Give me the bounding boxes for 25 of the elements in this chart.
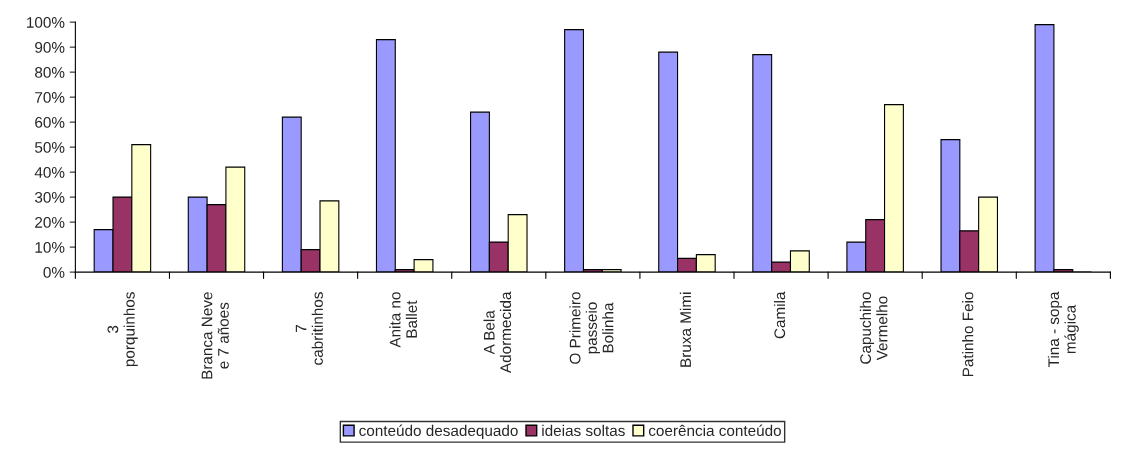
x-tick-label: Bruxa Mimi [679,292,692,367]
y-tick-label: 30% [34,191,65,203]
x-tick-label: 7 cabritinhos [295,292,323,365]
y-tick-label: 50% [34,141,65,153]
x-tick-label: Camila [773,291,786,339]
x-tick-label: O Primeiro passeio Bolinha [569,292,614,364]
x-tick-label: Anita no Ballet [389,292,418,348]
y-tick-label: 80% [35,67,65,78]
legend-label: ideias soltas [542,424,625,437]
y-tick-label: 20% [35,216,65,228]
y-tick-label: 100% [27,17,65,28]
x-tick-label: Capuchiho Vermelho [859,292,888,364]
y-tick-label: 10% [35,241,65,253]
y-tick-label: 70% [35,92,65,103]
y-tick-label: 60% [35,117,65,128]
x-tick-label: Tina - sopa mágica [1047,291,1079,368]
x-tick-label: 3 porquinhos [107,292,138,367]
legend-label: conteúdo desadequado [359,424,518,440]
x-tick-label: Branca Neve e 7 añoes [201,292,229,379]
x-tick-label: A Bela Adormecida [483,291,512,374]
y-tick-label: 0% [43,266,65,278]
y-tick-label: 90% [35,42,65,53]
x-tick-label: Patinho Feio [962,292,974,377]
y-tick-label: 40% [34,166,65,178]
legend-label: coerência conteúdo [648,424,781,437]
